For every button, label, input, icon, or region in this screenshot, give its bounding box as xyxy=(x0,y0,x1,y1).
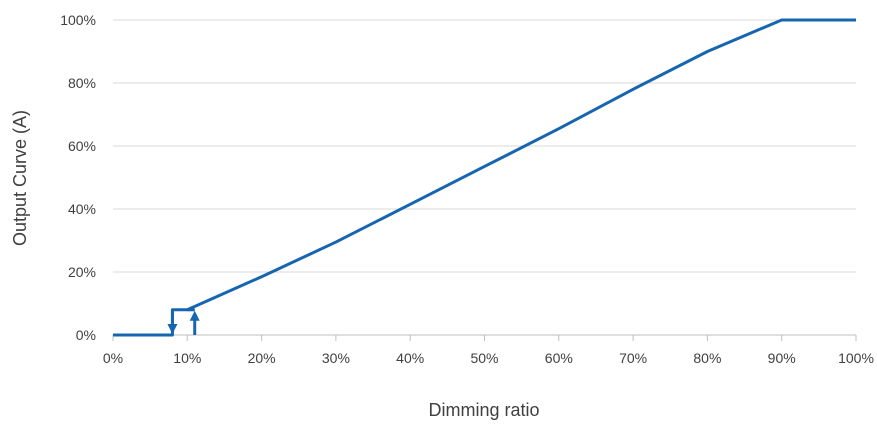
up-arrow-head xyxy=(189,310,200,321)
y-tick-labels: 0% 20% 40% 60% 80% 100% xyxy=(60,12,96,343)
series-line-0 xyxy=(113,18,856,337)
y-tick-label: 20% xyxy=(68,264,96,280)
down-arrow-head xyxy=(167,324,178,334)
x-tick-label: 20% xyxy=(248,350,276,366)
y-tick-label: 0% xyxy=(76,327,96,343)
y-tick-label: 100% xyxy=(60,12,96,28)
y-tick-label: 80% xyxy=(68,75,96,91)
grid xyxy=(113,19,856,336)
x-tick-label: 60% xyxy=(545,350,573,366)
x-tick-label: 40% xyxy=(396,350,424,366)
x-tick-label: 10% xyxy=(173,350,201,366)
y-tick-label: 60% xyxy=(68,138,96,154)
x-tick-label: 30% xyxy=(322,350,350,366)
x-tick-label: 50% xyxy=(470,350,498,366)
x-tick-label: 0% xyxy=(103,350,123,366)
x-tick-label: 90% xyxy=(768,350,796,366)
y-axis-title: Output Curve (A) xyxy=(10,110,30,246)
x-tick-label: 70% xyxy=(619,350,647,366)
series-group xyxy=(113,18,856,337)
x-axis-title: Dimming ratio xyxy=(428,400,539,420)
x-tick-label: 80% xyxy=(693,350,721,366)
y-tick-label: 40% xyxy=(68,201,96,217)
x-tick-labels: 0% 10% 20% 30% 40% 50% 60% 70% 80% 90% 100% xyxy=(103,335,874,366)
x-tick-label: 100% xyxy=(838,350,874,366)
